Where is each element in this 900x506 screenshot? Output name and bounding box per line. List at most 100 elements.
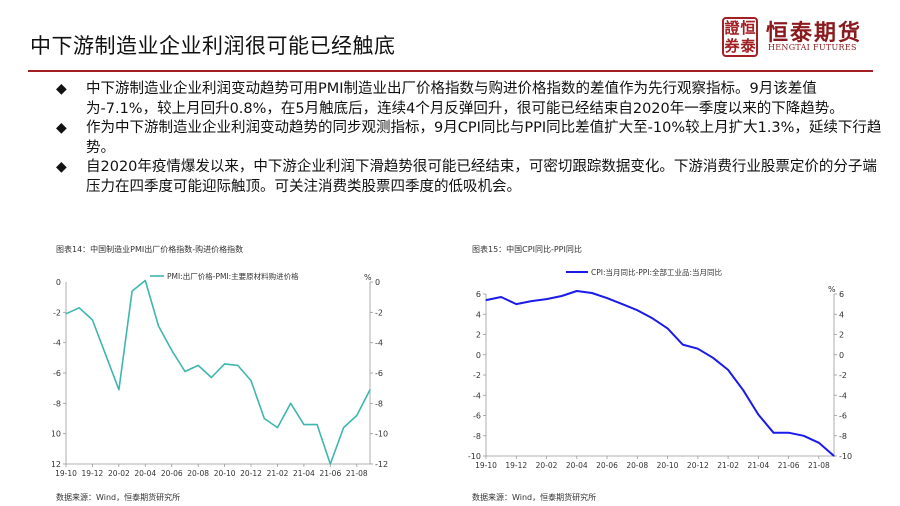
y-tick-label-left: -10 xyxy=(468,452,481,461)
x-tick-label: 20-12 xyxy=(687,461,709,470)
data-point xyxy=(788,432,790,434)
y-tick-label-right: -10 xyxy=(839,452,852,461)
x-tick-label: 21-06 xyxy=(778,461,800,470)
series-line xyxy=(485,290,835,457)
data-point xyxy=(803,435,805,437)
data-point xyxy=(316,423,318,426)
x-tick-label: 20-02 xyxy=(108,469,130,478)
data-point xyxy=(131,290,133,292)
x-tick-label: 20-06 xyxy=(596,461,618,470)
diamond-bullet-icon: ◆ xyxy=(56,120,67,136)
data-point xyxy=(772,432,775,434)
y-tick-label-left: 6 xyxy=(476,290,481,299)
bullet-item: ◆ 作为中下游制造业企业利润变动趋势的同步观测指标，9月CPI同比与PPI同比差… xyxy=(56,119,886,158)
data-point xyxy=(485,299,487,301)
x-tick-label: 20-12 xyxy=(240,469,262,478)
x-tick-label: 21-06 xyxy=(319,469,341,478)
x-tick-label: 20-08 xyxy=(626,461,648,470)
seal-char: 券 xyxy=(724,37,740,55)
y-tick-label-right: 6 xyxy=(839,290,844,299)
title-divider xyxy=(28,70,873,72)
data-point xyxy=(636,309,638,311)
data-point xyxy=(712,357,714,359)
chart-source: 数据来源：Wind，恒泰期货研究所 xyxy=(56,493,181,502)
x-tick-label: 21-02 xyxy=(717,461,739,470)
y-tick-label-right: 0 xyxy=(375,278,380,287)
y-tick-label-left: -10 xyxy=(52,430,61,439)
data-point xyxy=(742,389,744,391)
data-point xyxy=(697,348,699,350)
y-tick-label-left: -4 xyxy=(473,391,481,400)
y-tick-label-right: -4 xyxy=(375,339,383,348)
data-point xyxy=(591,292,593,294)
y-tick-label-right: -4 xyxy=(839,391,847,400)
diamond-bullet-icon: ◆ xyxy=(56,81,67,97)
y-tick-label-right: 2 xyxy=(839,331,844,340)
data-point xyxy=(329,463,331,465)
data-point xyxy=(356,414,358,417)
y-tick-label-right: -8 xyxy=(839,432,847,441)
y-tick-label-left: -8 xyxy=(473,432,481,441)
brand-name-cn: 恒泰期货 xyxy=(766,21,863,46)
y-tick-label-left: -6 xyxy=(53,369,61,378)
y-tick-label-right: -6 xyxy=(839,412,847,421)
series-line xyxy=(65,279,371,465)
seal-char: 證 xyxy=(724,19,740,37)
x-tick-label: 19-10 xyxy=(55,469,77,478)
y-tick-label-left: -2 xyxy=(53,308,61,317)
y-tick-label-left: 0 xyxy=(476,351,481,360)
y-unit-label: % xyxy=(828,285,836,294)
data-point xyxy=(263,417,265,420)
bullet-text: 作为中下游制造业企业利润变动趋势的同步观测指标，9月CPI同比与PPI同比差值扩… xyxy=(86,120,882,156)
data-point xyxy=(237,364,239,367)
seal-char: 泰 xyxy=(740,37,756,55)
y-tick-label-right: -10 xyxy=(375,430,388,439)
seal-icon: 證 恒 券 泰 xyxy=(722,17,758,57)
data-point xyxy=(342,427,345,429)
bullet-text: 中下游制造业企业利润变动趋势可用PMI制造业出厂价格指数与购进价格指数的差值作为… xyxy=(86,81,844,117)
data-point xyxy=(818,442,820,444)
x-tick-label: 21-08 xyxy=(346,469,368,478)
data-point xyxy=(65,313,67,315)
data-point xyxy=(184,370,186,373)
brand-name-en: HENGTAI FUTURES xyxy=(768,43,857,52)
bullet-list: ◆ 中下游制造业企业利润变动趋势可用PMI制造业出厂价格指数与购进价格指数的差值… xyxy=(56,80,886,197)
x-tick-label: 21-04 xyxy=(747,461,769,470)
data-point xyxy=(651,317,654,319)
data-point xyxy=(210,376,212,379)
data-point xyxy=(682,344,684,346)
data-point xyxy=(621,303,623,305)
legend-label: CPI:当月同比-PPI:全部工业品:当月同比 xyxy=(591,267,723,277)
data-point xyxy=(757,413,759,416)
bullet-text: 自2020年疫情爆发以来，中下游企业利润下滑趋势很可能已经结束，可密切跟踪数据变… xyxy=(86,159,877,195)
data-point xyxy=(833,455,835,457)
x-tick-label: 20-04 xyxy=(566,461,588,470)
x-tick-label: 20-08 xyxy=(187,469,209,478)
data-point xyxy=(500,296,502,298)
data-point xyxy=(197,364,199,367)
data-point xyxy=(78,307,80,309)
y-tick-label-left: -6 xyxy=(473,412,481,421)
slide-title: 中下游制造业企业利润很可能已经触底 xyxy=(30,34,396,58)
data-point xyxy=(666,327,669,330)
y-tick-label-right: 0 xyxy=(839,351,844,360)
chart-source: 数据来源：Wind，恒泰期货研究所 xyxy=(472,493,597,502)
y-tick-label-left: 4 xyxy=(476,310,481,319)
y-tick-label-left: 2 xyxy=(476,331,481,340)
y-tick-label-right: -2 xyxy=(375,308,383,317)
x-tick-label: 21-04 xyxy=(293,469,315,478)
pmi-price-spread-chart: -2 -4 -6 -8 -10 -12 0 0 -2 -4 -6 -8 -10 -12% 19-10 19-1… xyxy=(52,271,388,478)
data-point xyxy=(606,297,608,299)
y-tick-label-right: -6 xyxy=(375,369,383,378)
y-tick-label-right: -12 xyxy=(375,460,388,469)
x-tick-label: 21-08 xyxy=(808,461,830,470)
data-point xyxy=(157,325,160,327)
y-tick-label-left: -2 xyxy=(473,371,481,380)
x-tick-label: 19-12 xyxy=(82,469,104,478)
y-tick-label-left: -4 xyxy=(53,339,61,348)
x-tick-label: 20-04 xyxy=(134,469,156,478)
x-tick-label: 20-10 xyxy=(214,469,236,478)
y-tick-label-left: -12 xyxy=(52,460,61,469)
y-tick-label-left: -8 xyxy=(53,399,61,408)
data-point xyxy=(530,300,532,302)
